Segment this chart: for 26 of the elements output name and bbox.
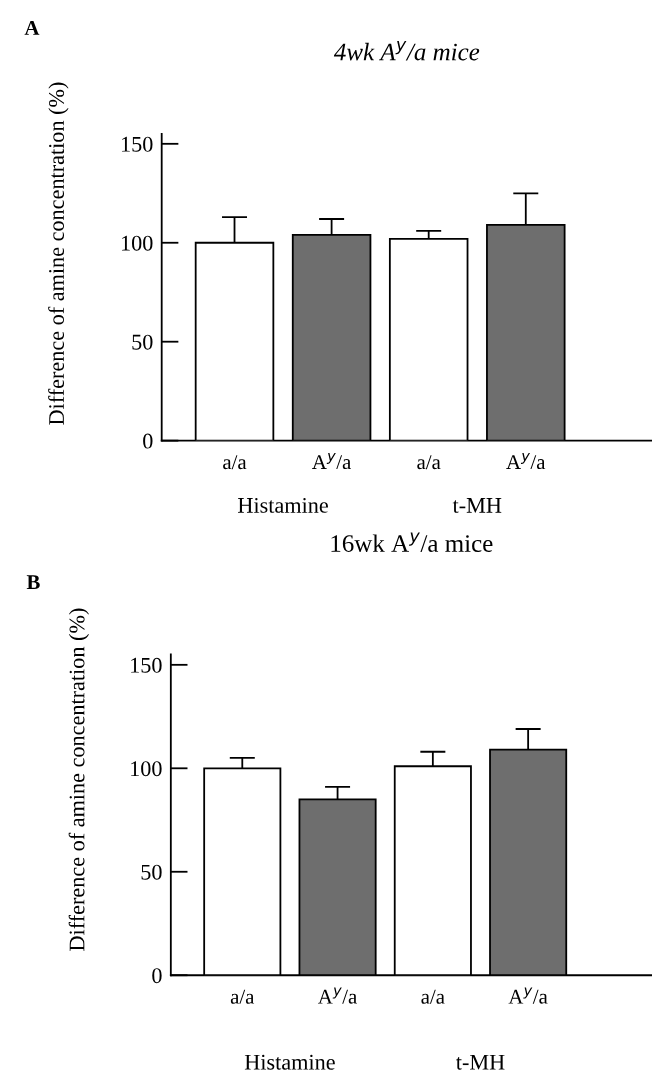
chart-title: 16wk A$^{y}$/a mice	[331, 532, 493, 552]
y-tick-label: 50	[132, 334, 153, 350]
y-axis-title: Difference of amine concentration (%)	[48, 82, 69, 425]
y-tick-label: 0	[143, 433, 153, 449]
y-tick-label: 50	[141, 864, 162, 880]
x-tick-label: A$^{y}$/a	[317, 987, 357, 1004]
y-axis-title: Difference of amine concentration (%)	[68, 608, 90, 951]
text: A	[24, 20, 40, 35]
y-tick-label: 100	[121, 235, 153, 251]
y-tick-label: 0	[152, 968, 162, 984]
x-tick-label: a/a	[417, 455, 441, 470]
text: t-MH	[452, 498, 502, 513]
chart-title: 4wk A$^{y}$/a mice	[333, 41, 480, 61]
text: B	[26, 575, 40, 589]
text: Histamine	[244, 1054, 335, 1070]
text: t-MH	[456, 1054, 505, 1070]
x-tick-label: A$^{y}$/a	[508, 987, 548, 1004]
text: Histamine	[238, 497, 328, 513]
y-tick-label: 150	[131, 657, 162, 673]
x-tick-label: a/a	[421, 989, 445, 1004]
x-tick-label: a/a	[230, 989, 255, 1004]
x-tick-label: a/a	[223, 455, 247, 470]
x-tick-label: A$^{y}$/a	[506, 452, 546, 470]
y-tick-label: 100	[131, 761, 162, 777]
x-tick-label: A$^{y}$/a	[312, 452, 352, 470]
y-tick-label: 150	[121, 136, 153, 152]
